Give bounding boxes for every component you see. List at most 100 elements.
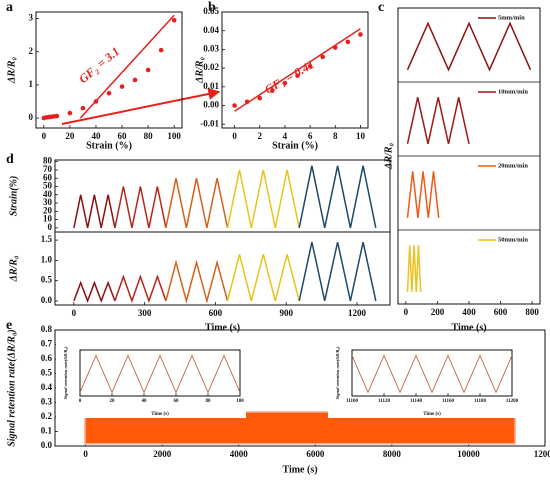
x-tick-label: 0 (42, 131, 47, 141)
data-line (165, 259, 229, 304)
signal-band (85, 412, 515, 444)
x-tick-label: 8000 (383, 449, 402, 459)
legend-label: 20mm/min (498, 162, 528, 169)
x-tick-label: 11140 (410, 399, 422, 404)
y-tick-label: 0.0 (41, 440, 53, 450)
data-point (67, 110, 73, 116)
data-line (79, 354, 241, 394)
data-point (80, 105, 86, 111)
y-axis-label: ΔR/R₀ (383, 143, 394, 170)
data-point (345, 39, 351, 45)
y-tick-label: 70 (43, 164, 53, 174)
y-axis-label: ΔR/R₀ (6, 57, 17, 84)
y-tick-label: 0.03 (203, 43, 219, 53)
data-line (114, 186, 167, 229)
y-tick-label: 0.8 (41, 324, 53, 334)
zoom-arrow (61, 88, 221, 125)
data-point (295, 73, 300, 78)
y-tick-label: 0.01 (203, 81, 219, 91)
x-tick-label: 0 (83, 449, 88, 459)
data-point (320, 54, 325, 60)
x-tick-label: 100 (167, 131, 181, 141)
data-point (132, 77, 138, 83)
y-tick-label: 0.7 (41, 339, 53, 349)
x-tick-label: 40 (142, 399, 148, 404)
y-axis-label: ΔR/R₀ (8, 255, 19, 282)
plot-frame (54, 159, 391, 233)
plot-frame (221, 11, 369, 129)
data-line (298, 165, 377, 229)
y-axis-label: Strain(%) (8, 176, 19, 217)
panel-letter: e (6, 318, 12, 333)
y-tick-label: 0.4 (41, 382, 53, 392)
data-point (232, 103, 237, 108)
y-tick-label: 1 (29, 79, 34, 89)
x-tick-label: 20 (65, 131, 75, 141)
x-tick-label: 11200 (506, 399, 519, 404)
data-line (226, 169, 300, 229)
x-tick-label: 11180 (474, 399, 486, 404)
y-tick-label: 1.5 (41, 234, 53, 244)
y-tick-label: 0 (48, 222, 53, 232)
legend-label: 5mm/min (498, 14, 525, 21)
inset-background (56, 344, 246, 418)
data-point (270, 88, 275, 93)
x-axis-label: Time (s) (423, 412, 441, 417)
y-tick-label: 30 (43, 197, 53, 207)
legend-label: 10mm/min (498, 88, 528, 95)
x-tick-label: 4 (283, 131, 288, 141)
y-tick-label: 80 (43, 156, 53, 166)
x-tick-label: 6 (308, 131, 313, 141)
x-tick-label: 10000 (457, 449, 480, 459)
y-tick-label: 0.6 (41, 353, 53, 363)
x-tick-label: 800 (525, 307, 539, 317)
x-tick-label: 11160 (442, 399, 454, 404)
x-tick-label: 2000 (153, 449, 172, 459)
y-tick-label: 0.5 (41, 368, 53, 378)
x-tick-label: 40 (91, 131, 101, 141)
y-tick-label: -0.01 (200, 118, 219, 128)
data-line (406, 21, 532, 72)
x-tick-label: 200 (431, 307, 445, 317)
panel-letter: a (6, 0, 13, 15)
x-tick-label: 600 (494, 307, 508, 317)
fit-annotation: GF₁ = 0.41 (262, 57, 316, 96)
plot-frame (351, 349, 513, 397)
y-axis-label: ΔR/R₀ (194, 57, 205, 84)
y-axis-label: Signal retention rate(ΔR/R₀) (63, 346, 68, 399)
y-tick-label: 0.04 (203, 25, 219, 35)
y-tick-label: 40 (43, 189, 53, 199)
y-tick-label: 1.0 (41, 254, 53, 264)
x-tick-label: 0 (404, 307, 409, 317)
x-tick-label: 11120 (378, 399, 390, 404)
fit-line (234, 28, 361, 112)
plot-frame (79, 349, 241, 397)
y-tick-label: 10 (43, 214, 53, 224)
data-point (282, 80, 288, 86)
x-axis-label: Strain (%) (86, 140, 132, 151)
y-tick-label: 20 (43, 205, 53, 215)
y-tick-label: 0.0 (41, 295, 53, 305)
data-line (114, 274, 167, 304)
x-tick-label: 900 (279, 308, 293, 318)
x-tick-label: 80 (144, 131, 154, 141)
x-tick-label: 60 (174, 399, 180, 404)
y-tick-label: 0 (29, 112, 34, 122)
x-tick-label: 60 (118, 131, 128, 141)
x-tick-label: 0 (232, 131, 237, 141)
y-tick-label: 60 (43, 172, 53, 182)
data-line (351, 354, 513, 394)
legend-label: 50mm/min (498, 236, 528, 243)
inset-background (328, 344, 518, 418)
data-point (358, 32, 363, 37)
x-axis-label: Time (s) (451, 322, 486, 333)
x-tick-label: 6000 (306, 449, 325, 459)
panel-letter: d (6, 152, 14, 167)
data-point (171, 17, 177, 23)
panel-letter: c (378, 0, 384, 15)
data-line (226, 254, 300, 302)
x-tick-label: 1200 (348, 308, 367, 318)
y-tick-label: 0.00 (203, 100, 219, 110)
